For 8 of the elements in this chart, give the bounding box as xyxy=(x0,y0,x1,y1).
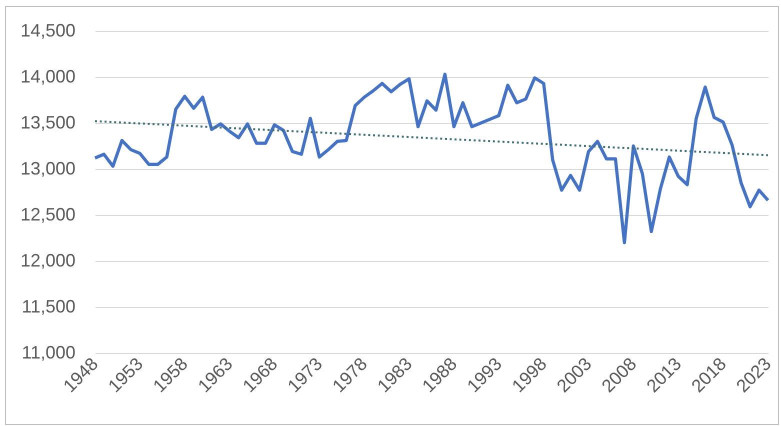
y-tick-label: 14,000 xyxy=(20,66,76,86)
y-tick-label: 13,500 xyxy=(20,112,76,132)
line-series xyxy=(93,72,770,244)
y-tick-label: 13,000 xyxy=(20,158,76,178)
y-tick-label: 12,500 xyxy=(20,204,76,224)
y-tick-label: 11,500 xyxy=(22,296,76,316)
y-tick-label: 12,000 xyxy=(20,250,76,270)
y-tick-label: 14,500 xyxy=(20,20,76,40)
